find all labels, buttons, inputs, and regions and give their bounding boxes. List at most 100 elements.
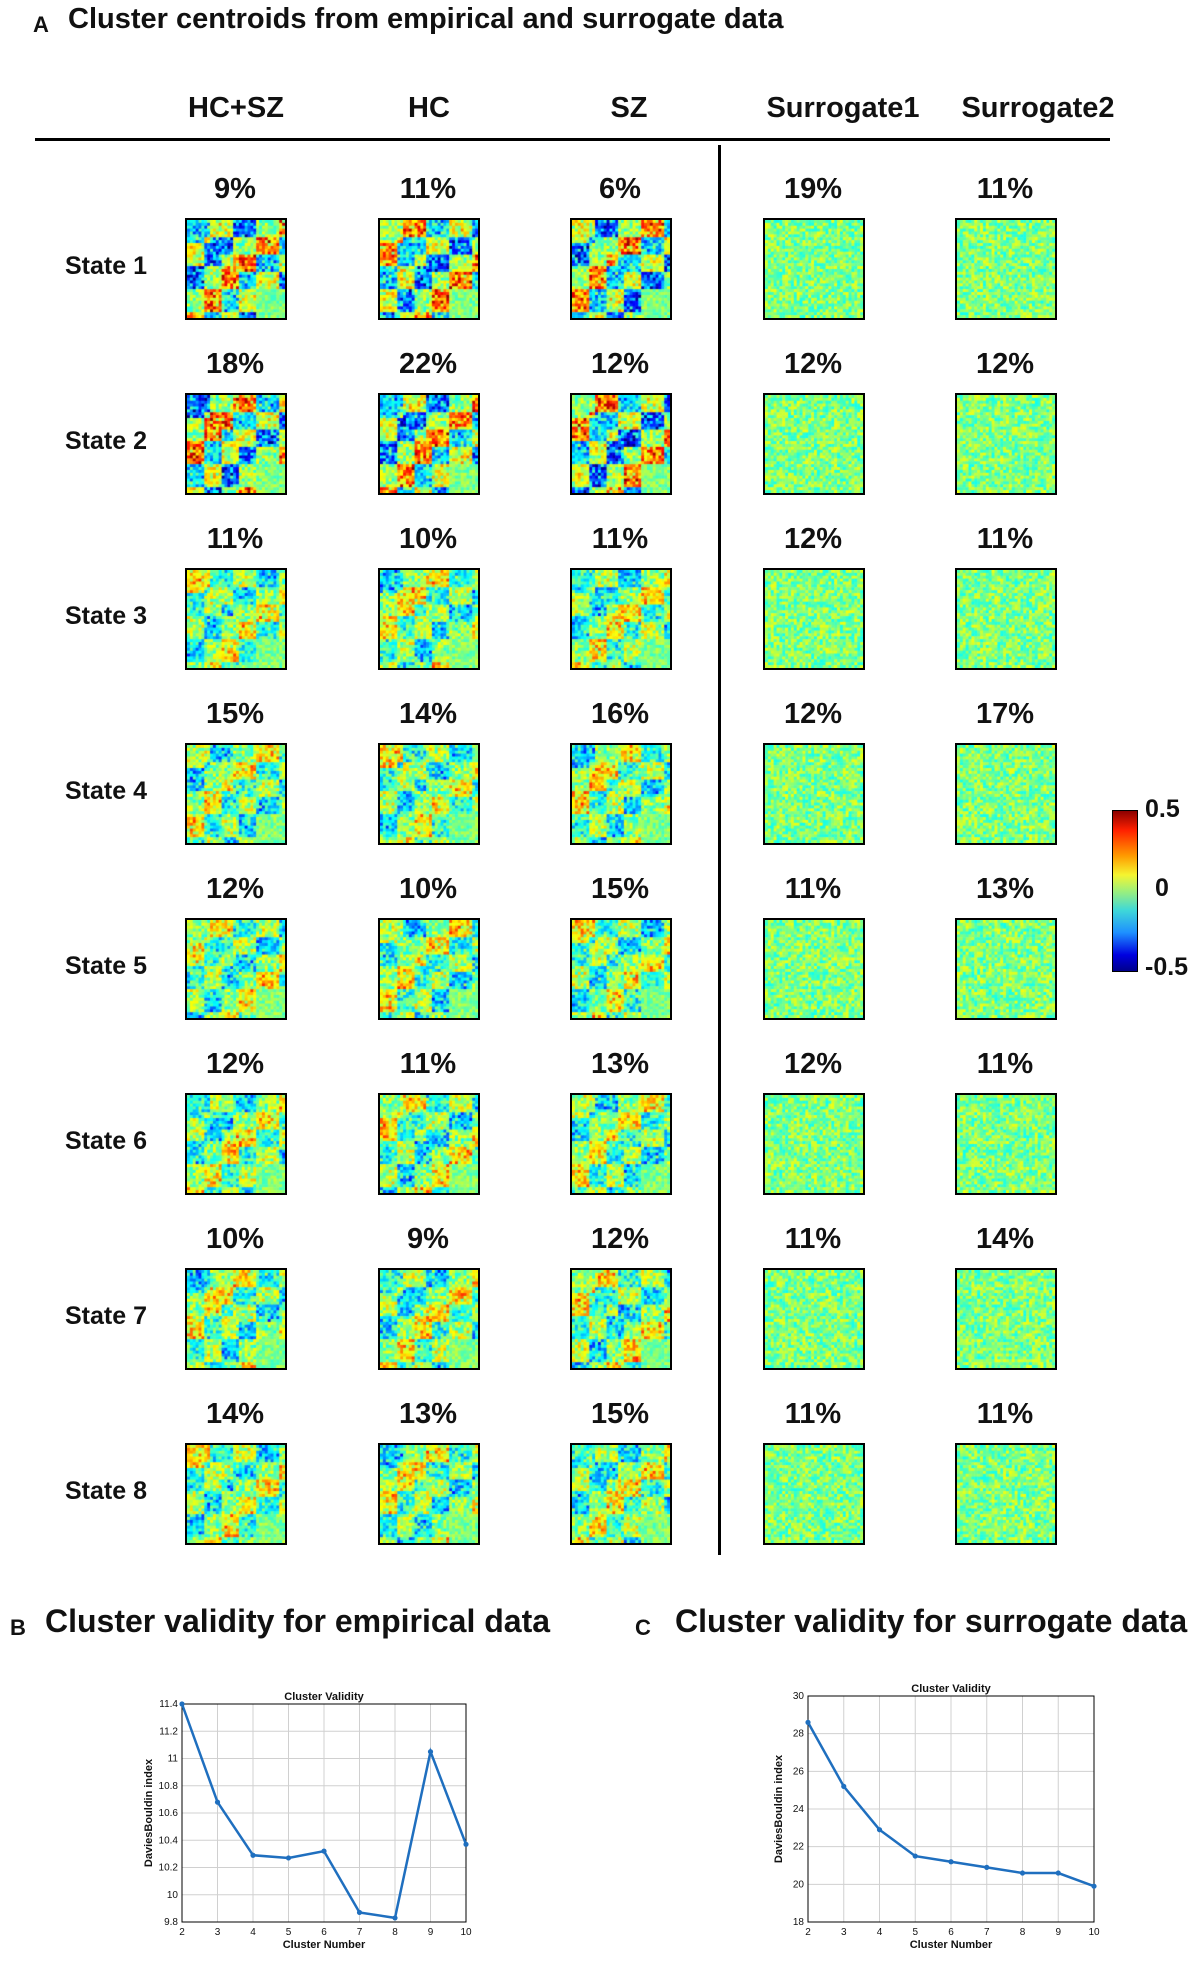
column-header-hc-sz: HC+SZ: [188, 92, 284, 124]
centroid-heatmap: [955, 568, 1057, 670]
x-tick-label: 2: [179, 1927, 185, 1938]
y-tick-label: 10.4: [159, 1835, 179, 1846]
state-percentage: 11%: [784, 1223, 842, 1255]
data-point: [1019, 1870, 1026, 1876]
state-percentage: 12%: [783, 348, 843, 380]
state-percentage: 15%: [205, 698, 265, 730]
state-label: State 7: [65, 1302, 147, 1330]
x-tick-label: 5: [912, 1927, 918, 1938]
state-percentage: 11%: [591, 523, 649, 555]
centroid-heatmap: [185, 1443, 287, 1545]
centroid-heatmap: [185, 568, 287, 670]
centroid-heatmap: [378, 1268, 480, 1370]
state-percentage: 6%: [599, 173, 641, 205]
x-tick-label: 2: [805, 1927, 811, 1938]
centroid-heatmap: [955, 1443, 1057, 1545]
x-tick-label: 6: [948, 1927, 954, 1938]
y-tick-label: 11.2: [159, 1726, 178, 1737]
state-percentage: 11%: [976, 1048, 1034, 1080]
x-tick-label: 9: [428, 1927, 434, 1938]
data-point: [1091, 1883, 1097, 1889]
data-point: [984, 1864, 990, 1870]
state-percentage: 14%: [205, 1398, 265, 1430]
state-percentage: 11%: [399, 1048, 457, 1080]
state-percentage: 15%: [590, 873, 650, 905]
centroid-heatmap: [185, 1268, 287, 1370]
y-tick-label: 28: [793, 1729, 805, 1740]
centroid-heatmap: [185, 1093, 287, 1195]
x-axis-label: Cluster Number: [283, 1939, 366, 1951]
centroid-heatmap: [378, 918, 480, 1020]
data-point: [841, 1783, 847, 1789]
data-point: [214, 1799, 221, 1805]
y-tick-label: 9.8: [164, 1917, 178, 1928]
state-percentage: 12%: [590, 348, 650, 380]
state-percentage: 12%: [783, 1048, 843, 1080]
centroid-heatmap: [378, 743, 480, 845]
x-tick-label: 3: [841, 1927, 847, 1938]
centroid-heatmap: [955, 918, 1057, 1020]
centroid-heatmap: [763, 1443, 865, 1545]
x-axis-label: Cluster Number: [910, 1939, 993, 1951]
panel-c-title: Cluster validity for surrogate data: [675, 1603, 1188, 1639]
state-label: State 5: [65, 952, 147, 980]
x-tick-label: 5: [286, 1927, 292, 1938]
chart-title: Cluster Validity: [911, 1683, 991, 1695]
centroid-heatmap: [763, 1093, 865, 1195]
colorbar: [1112, 810, 1138, 972]
y-tick-label: 24: [793, 1804, 805, 1815]
centroid-heatmap: [955, 218, 1057, 320]
centroid-heatmap: [570, 1443, 672, 1545]
centroid-heatmap: [763, 743, 865, 845]
data-point: [250, 1852, 256, 1858]
x-tick-label: 10: [1088, 1927, 1100, 1938]
column-header-surrogate2: Surrogate2: [961, 92, 1115, 124]
state-percentage: 10%: [398, 873, 458, 905]
state-percentage: 14%: [975, 1223, 1035, 1255]
panel-a-letter: A: [33, 12, 49, 37]
state-percentage: 11%: [976, 1398, 1034, 1430]
centroid-heatmap: [570, 1093, 672, 1195]
centroid-heatmap: [570, 568, 672, 670]
centroid-heatmap: [955, 1268, 1057, 1370]
x-tick-label: 7: [357, 1927, 363, 1938]
plot-frame: [181, 1703, 467, 1923]
state-percentage: 14%: [398, 698, 458, 730]
centroid-heatmap: [378, 218, 480, 320]
panel-a-title: Cluster centroids from empirical and sur…: [68, 3, 784, 35]
state-percentage: 11%: [976, 173, 1034, 205]
centroid-heatmap: [955, 743, 1057, 845]
state-percentage: 11%: [976, 523, 1034, 555]
x-tick-label: 4: [877, 1927, 883, 1938]
x-tick-label: 7: [984, 1927, 990, 1938]
panel-b-title: Cluster validity for empirical data: [45, 1603, 551, 1639]
centroid-heatmap: [185, 918, 287, 1020]
centroid-heatmap: [763, 568, 865, 670]
centroid-heatmap: [378, 568, 480, 670]
data-point: [321, 1848, 327, 1854]
centroid-heatmap: [570, 1268, 672, 1370]
state-percentage: 15%: [590, 1398, 650, 1430]
y-tick-label: 10: [167, 1890, 179, 1901]
centroid-heatmap: [378, 1093, 480, 1195]
panel-c-letter: C: [635, 1615, 651, 1640]
state-percentage: 17%: [975, 698, 1035, 730]
state-label: State 2: [65, 427, 147, 455]
data-point: [356, 1909, 363, 1916]
state-percentage: 11%: [206, 523, 264, 555]
centroid-heatmap: [378, 393, 480, 495]
state-percentage: 12%: [975, 348, 1035, 380]
panel-b-letter: B: [10, 1615, 26, 1640]
y-tick-label: 18: [793, 1917, 805, 1928]
state-percentage: 9%: [214, 173, 256, 205]
data-point: [285, 1855, 292, 1861]
state-percentage: 16%: [590, 698, 650, 730]
y-tick-label: 30: [793, 1691, 805, 1702]
x-tick-label: 9: [1055, 1927, 1061, 1938]
centroid-heatmap: [763, 393, 865, 495]
x-tick-label: 8: [392, 1927, 398, 1938]
state-label: State 3: [65, 602, 147, 630]
state-percentage: 10%: [398, 523, 458, 555]
y-tick-label: 22: [793, 1842, 805, 1853]
state-percentage: 12%: [205, 1048, 265, 1080]
